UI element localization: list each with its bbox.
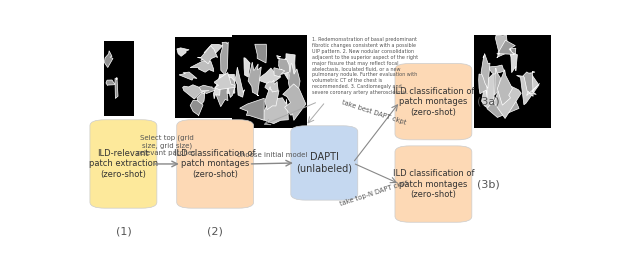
Polygon shape xyxy=(495,35,508,57)
Polygon shape xyxy=(481,54,490,88)
Polygon shape xyxy=(197,92,205,104)
Polygon shape xyxy=(487,95,519,117)
Text: (1): (1) xyxy=(116,226,131,236)
Polygon shape xyxy=(240,98,264,120)
Text: (2): (2) xyxy=(207,226,223,236)
Text: DAPTI
(unlabeled): DAPTI (unlabeled) xyxy=(296,152,352,174)
Bar xyxy=(175,37,250,118)
Bar xyxy=(474,35,551,128)
Polygon shape xyxy=(106,80,115,85)
Polygon shape xyxy=(523,71,535,96)
Polygon shape xyxy=(265,80,278,96)
Polygon shape xyxy=(177,48,189,56)
Polygon shape xyxy=(255,44,267,63)
Polygon shape xyxy=(516,73,539,105)
FancyBboxPatch shape xyxy=(177,120,253,208)
Polygon shape xyxy=(226,77,236,98)
Polygon shape xyxy=(179,72,197,80)
Text: ILD classification of
patch montages
(zero-shot): ILD classification of patch montages (ze… xyxy=(393,87,474,117)
Polygon shape xyxy=(527,84,540,96)
FancyBboxPatch shape xyxy=(395,146,472,222)
Polygon shape xyxy=(278,61,289,70)
Polygon shape xyxy=(214,73,236,90)
Polygon shape xyxy=(248,62,261,96)
Polygon shape xyxy=(283,84,306,120)
Text: (3b): (3b) xyxy=(477,179,500,189)
Polygon shape xyxy=(190,61,214,72)
Polygon shape xyxy=(215,74,235,94)
FancyBboxPatch shape xyxy=(291,126,358,200)
Polygon shape xyxy=(115,78,118,98)
Polygon shape xyxy=(274,68,285,77)
Polygon shape xyxy=(200,44,223,61)
Polygon shape xyxy=(182,85,209,99)
Polygon shape xyxy=(265,86,279,110)
Polygon shape xyxy=(198,85,218,94)
Polygon shape xyxy=(506,48,516,58)
Polygon shape xyxy=(244,58,250,77)
Text: take best DAPT ckpt: take best DAPT ckpt xyxy=(341,100,407,126)
Polygon shape xyxy=(215,76,230,107)
Polygon shape xyxy=(198,46,218,64)
Polygon shape xyxy=(104,51,113,68)
FancyBboxPatch shape xyxy=(395,63,472,140)
Polygon shape xyxy=(494,84,521,118)
Text: take top-N DAPT ckps: take top-N DAPT ckps xyxy=(339,180,409,207)
Polygon shape xyxy=(497,70,513,105)
Text: 1. Redemonsstration of basal predominant
fibrotic changes consistent with a poss: 1. Redemonsstration of basal predominant… xyxy=(312,37,419,94)
Polygon shape xyxy=(497,40,515,55)
Polygon shape xyxy=(283,54,296,80)
Polygon shape xyxy=(235,67,244,97)
Text: ILD classification of
patch montages
(zero-shot): ILD classification of patch montages (ze… xyxy=(393,169,474,199)
Polygon shape xyxy=(257,68,280,85)
Polygon shape xyxy=(510,44,517,73)
Polygon shape xyxy=(481,72,494,112)
Polygon shape xyxy=(276,56,290,74)
Text: ILD classification of
patch montages
(zero-shot): ILD classification of patch montages (ze… xyxy=(175,149,256,179)
Polygon shape xyxy=(289,63,300,103)
Bar xyxy=(104,41,134,116)
Polygon shape xyxy=(260,98,289,124)
Polygon shape xyxy=(221,42,228,75)
Polygon shape xyxy=(213,76,221,99)
Text: ILD-relevant
patch extraction
(zero-shot): ILD-relevant patch extraction (zero-shot… xyxy=(89,149,158,179)
Text: choose initial model: choose initial model xyxy=(237,152,307,158)
Bar xyxy=(232,35,307,128)
Polygon shape xyxy=(495,68,500,95)
Text: Select top (grid
size, grid size)
relevant patches: Select top (grid size, grid size) releva… xyxy=(138,135,196,156)
Text: (3a): (3a) xyxy=(477,97,499,107)
Polygon shape xyxy=(488,65,504,74)
Polygon shape xyxy=(190,100,203,116)
Polygon shape xyxy=(479,73,487,98)
FancyBboxPatch shape xyxy=(90,120,157,208)
